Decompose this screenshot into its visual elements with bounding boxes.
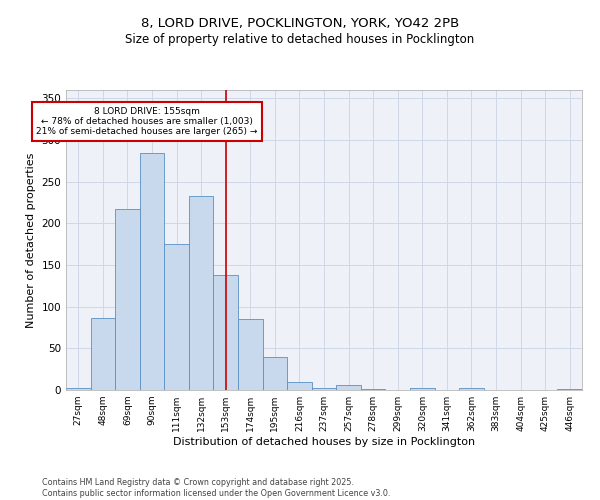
- Bar: [66, 388, 91, 390]
- Bar: [336, 385, 361, 390]
- Text: Contains HM Land Registry data © Crown copyright and database right 2025.
Contai: Contains HM Land Registry data © Crown c…: [42, 478, 391, 498]
- Bar: [287, 382, 312, 390]
- Bar: [115, 209, 140, 390]
- Bar: [557, 389, 582, 390]
- Bar: [263, 356, 287, 390]
- Bar: [238, 319, 263, 390]
- Text: 8 LORD DRIVE: 155sqm
← 78% of detached houses are smaller (1,003)
21% of semi-de: 8 LORD DRIVE: 155sqm ← 78% of detached h…: [37, 106, 258, 136]
- Bar: [189, 196, 214, 390]
- X-axis label: Distribution of detached houses by size in Pocklington: Distribution of detached houses by size …: [173, 437, 475, 447]
- Text: Size of property relative to detached houses in Pocklington: Size of property relative to detached ho…: [125, 32, 475, 46]
- Bar: [91, 318, 115, 390]
- Bar: [164, 244, 189, 390]
- Text: 8, LORD DRIVE, POCKLINGTON, YORK, YO42 2PB: 8, LORD DRIVE, POCKLINGTON, YORK, YO42 2…: [141, 18, 459, 30]
- Bar: [459, 388, 484, 390]
- Bar: [140, 154, 164, 390]
- Bar: [410, 388, 434, 390]
- Y-axis label: Number of detached properties: Number of detached properties: [26, 152, 36, 328]
- Bar: [361, 389, 385, 390]
- Bar: [214, 275, 238, 390]
- Bar: [312, 388, 336, 390]
